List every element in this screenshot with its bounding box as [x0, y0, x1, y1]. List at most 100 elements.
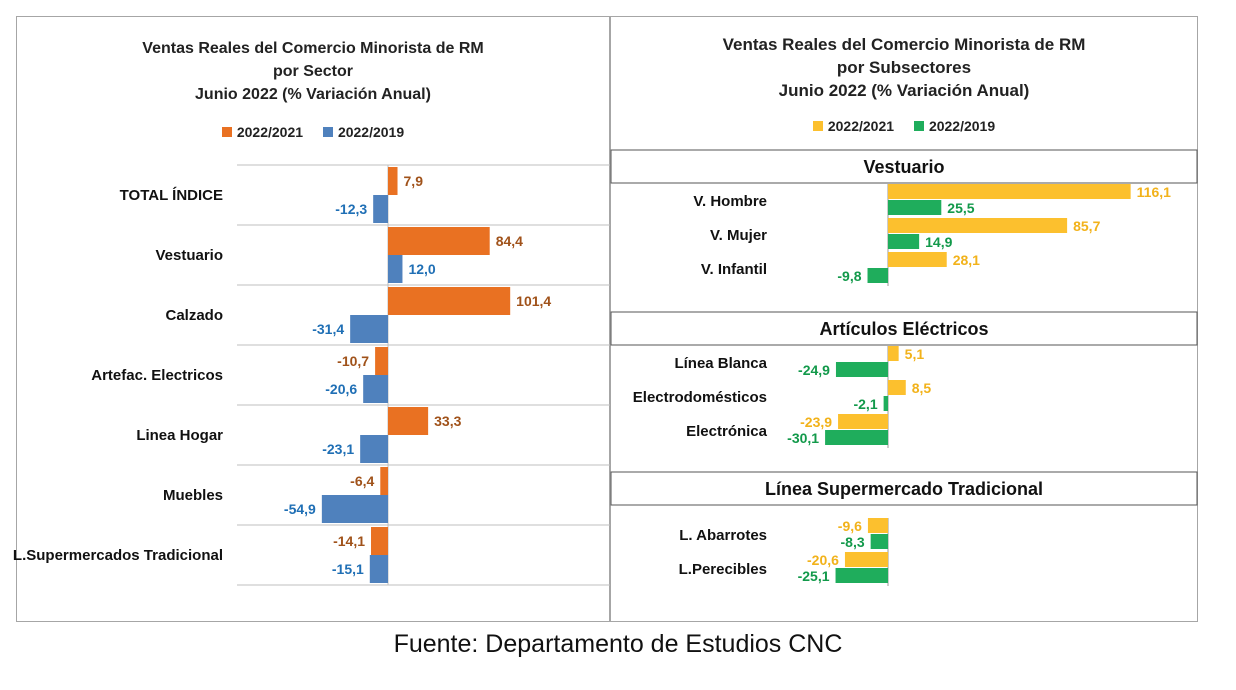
category-label-v-mujer: V. Mujer: [710, 227, 767, 244]
data-label-linea-blanca-2022-2021: 5,1: [905, 346, 925, 362]
sector-chart-title: Ventas Reales del Comercio Minorista de …: [17, 37, 609, 106]
category-label-linea-blanca: Línea Blanca: [674, 355, 767, 372]
data-label-v-infantil-2022-2019: -9,8: [837, 268, 861, 284]
category-label-linea-hogar: Linea Hogar: [136, 427, 223, 444]
data-label-l-supermercados-tradicional-2022-2019: -15,1: [332, 561, 364, 577]
green-swatch-icon: [913, 121, 924, 131]
category-label-electronica: Electrónica: [686, 423, 768, 440]
bar-muebles-2022-2019: [321, 495, 388, 523]
bar-l-perecibles-2022-2019: [835, 568, 888, 583]
sector-title-line-1: Ventas Reales del Comercio Minorista de …: [142, 40, 484, 57]
sector-title-line-2: por Sector: [272, 63, 353, 80]
bar-v-infantil-2022-2021: [888, 252, 947, 267]
data-label-electrodomesticos-2022-2021: 8,5: [912, 380, 932, 396]
subsector-title-line-1: Ventas Reales del Comercio Minorista de …: [722, 35, 1086, 54]
bar-calzado-2022-2019: [350, 315, 388, 343]
bar-calzado-2022-2021: [388, 287, 511, 315]
bar-total-indice-2022-2021: [388, 167, 398, 195]
bar-v-mujer-2022-2021: [888, 218, 1068, 233]
category-label-l-supermercados-tradicional: L.Supermercados Tradicional: [13, 547, 223, 564]
data-label-artefac-electricos-2022-2021: -10,7: [337, 353, 369, 369]
bar-electrodomesticos-2022-2021: [888, 380, 906, 395]
blue-swatch-icon: [322, 127, 333, 137]
subsector-title-line-3: Junio 2022 (% Variación Anual): [778, 81, 1030, 100]
data-label-v-mujer-2022-2019: 14,9: [925, 234, 952, 250]
section-title-articulos-electricos: Artículos Eléctricos: [819, 319, 988, 339]
category-label-vestuario: Vestuario: [155, 247, 223, 264]
bar-v-mujer-2022-2019: [888, 234, 920, 249]
data-label-calzado-2022-2021: 101,4: [516, 293, 551, 309]
bar-linea-blanca-2022-2021: [888, 346, 899, 361]
bar-vestuario-2022-2019: [388, 255, 403, 283]
bar-v-hombre-2022-2021: [888, 184, 1131, 199]
section-header-linea-supermercado-tradicional: [610, 471, 1198, 506]
sector-legend: 2022/2021 2022/2019: [17, 124, 609, 140]
data-label-l-abarrotes-2022-2019: -8,3: [841, 534, 865, 550]
category-label-v-infantil: V. Infantil: [701, 261, 767, 278]
bar-linea-blanca-2022-2019: [835, 362, 888, 377]
data-label-linea-blanca-2022-2019: -24,9: [798, 362, 830, 378]
subsector-chart-panel: Ventas Reales del Comercio Minorista de …: [610, 16, 1198, 622]
bar-v-infantil-2022-2019: [867, 268, 888, 283]
data-label-v-hombre-2022-2019: 25,5: [947, 200, 974, 216]
category-label-l-abarrotes: L. Abarrotes: [679, 527, 767, 544]
section-header-vestuario: [610, 149, 1198, 184]
bar-vestuario-2022-2021: [388, 227, 490, 255]
data-label-muebles-2022-2019: -54,9: [284, 501, 316, 517]
subsector-legend-item-2022-2019: 2022/2019: [913, 118, 996, 134]
data-label-calzado-2022-2019: -31,4: [312, 321, 344, 337]
bar-electronica-2022-2019: [825, 430, 888, 445]
bar-l-perecibles-2022-2021: [844, 552, 888, 567]
data-label-l-abarrotes-2022-2021: -9,6: [838, 518, 862, 534]
subsector-legend-label-1: 2022/2021: [827, 118, 895, 134]
data-label-electronica-2022-2021: -23,9: [800, 414, 832, 430]
bar-v-hombre-2022-2019: [888, 200, 942, 215]
section-header-articulos-electricos: [610, 311, 1198, 346]
data-label-electrodomesticos-2022-2019: -2,1: [853, 396, 877, 412]
bar-l-abarrotes-2022-2019: [870, 534, 888, 549]
subsector-bar-chart: Vestuario V. Hombre 116,1 25,5 V. Mujer 85,7 1…: [610, 149, 1198, 586]
subsector-title-line-2: por Subsectores: [836, 58, 972, 77]
category-label-l-perecibles: L.Perecibles: [679, 561, 767, 578]
data-label-muebles-2022-2021: -6,4: [350, 473, 374, 489]
data-label-l-supermercados-tradicional-2022-2021: -14,1: [333, 533, 365, 549]
orange-swatch-icon: [221, 127, 232, 137]
category-label-calzado: Calzado: [165, 307, 223, 324]
category-label-muebles: Muebles: [163, 487, 223, 504]
data-label-artefac-electricos-2022-2019: -20,6: [325, 381, 357, 397]
bar-electrodomesticos-2022-2019: [883, 396, 888, 411]
sector-legend-item-2022-2021: 2022/2021: [221, 124, 304, 140]
data-label-electronica-2022-2019: -30,1: [787, 430, 819, 446]
bar-l-supermercados-tradicional-2022-2019: [369, 555, 388, 583]
section-title-vestuario: Vestuario: [863, 157, 944, 177]
data-label-vestuario-2022-2021: 84,4: [496, 233, 523, 249]
bar-l-supermercados-tradicional-2022-2021: [371, 527, 388, 555]
data-label-l-perecibles-2022-2021: -20,6: [807, 552, 839, 568]
bar-total-indice-2022-2019: [373, 195, 388, 223]
data-label-total-indice-2022-2019: -12,3: [335, 201, 367, 217]
bar-electronica-2022-2021: [838, 414, 888, 429]
section-title-linea-supermercado-tradicional: Línea Supermercado Tradicional: [765, 479, 1043, 499]
data-label-linea-hogar-2022-2019: -23,1: [322, 441, 354, 457]
bar-linea-hogar-2022-2019: [360, 435, 388, 463]
yellow-swatch-icon: [812, 121, 823, 131]
data-label-vestuario-2022-2019: 12,0: [408, 261, 435, 277]
data-label-v-hombre-2022-2021: 116,1: [1137, 184, 1171, 200]
data-label-v-mujer-2022-2021: 85,7: [1073, 218, 1100, 234]
bar-muebles-2022-2021: [380, 467, 388, 495]
subsector-legend: 2022/2021 2022/2019: [611, 118, 1197, 134]
category-label-v-hombre: V. Hombre: [693, 193, 767, 210]
data-label-l-perecibles-2022-2019: -25,1: [798, 568, 830, 584]
data-label-linea-hogar-2022-2021: 33,3: [434, 413, 461, 429]
subsector-legend-item-2022-2021: 2022/2021: [812, 118, 895, 134]
bar-linea-hogar-2022-2021: [388, 407, 429, 435]
sector-title-line-3: Junio 2022 (% Variación Anual): [195, 86, 431, 103]
subsector-legend-label-2: 2022/2019: [928, 118, 996, 134]
subsector-chart-title: Ventas Reales del Comercio Minorista de …: [611, 33, 1197, 102]
sector-chart-panel: Ventas Reales del Comercio Minorista de …: [13, 16, 611, 622]
sector-legend-label-2: 2022/2019: [337, 124, 405, 140]
data-label-v-infantil-2022-2021: 28,1: [953, 252, 980, 268]
sector-legend-label-1: 2022/2021: [236, 124, 304, 140]
bar-artefac-electricos-2022-2019: [363, 375, 388, 403]
sector-bar-chart: TOTAL ÍNDICE 7,9 -12,3 Vestuario 84,4 12,0 Cal…: [13, 164, 611, 586]
